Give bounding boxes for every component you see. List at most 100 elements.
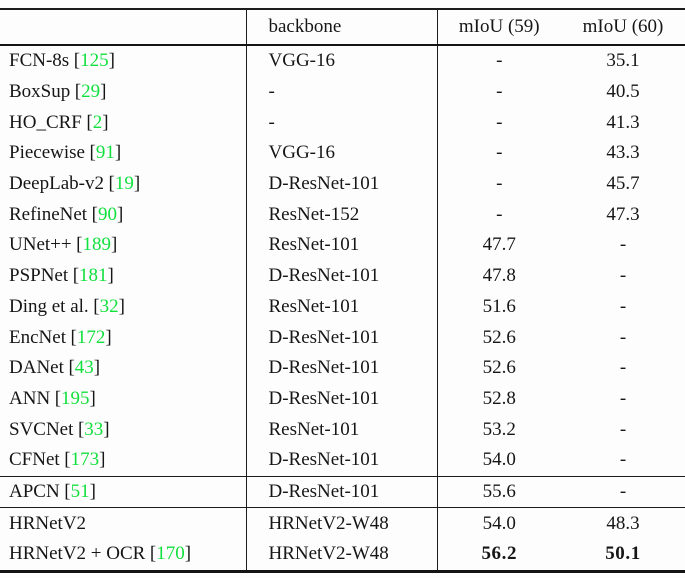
table-row: BoxSup [29] - - 40.5	[0, 76, 685, 108]
miou59-cell: 55.6	[437, 475, 561, 508]
backbone-cell: D-ResNet-101	[246, 475, 438, 508]
method-cell: UNet++ [189]	[0, 230, 247, 261]
citation-number: 19	[114, 173, 134, 195]
method-name: CFNet	[9, 449, 60, 471]
miou-results-table: backbone mIoU (59) mIoU (60) FCN-8s [125]…	[0, 8, 685, 573]
citation-number: 125	[80, 50, 109, 72]
miou59-cell: 47.8	[482, 265, 516, 287]
miou60-cell: -	[561, 475, 685, 508]
bracket-open-text: [	[74, 81, 82, 103]
method-cell: DANet [43]	[0, 352, 247, 384]
header-miou-60: mIoU (60)	[561, 9, 685, 46]
bracket-close-text: ]	[107, 265, 114, 287]
citation-number: 195	[61, 387, 90, 409]
citation: [91]	[90, 142, 122, 163]
backbone-cell: -	[246, 76, 438, 108]
method-name: HRNetV2	[9, 512, 87, 534]
citation-number: 29	[81, 81, 101, 103]
citation-number: 173	[70, 449, 100, 471]
citation-number: 43	[74, 357, 94, 379]
method-name: HRNetV2 + OCR	[9, 543, 146, 565]
method-name: FCN-8s	[9, 50, 70, 72]
method-cell: Ding et al. [32]	[0, 291, 247, 323]
miou60-cell: -	[619, 295, 627, 317]
bracket-open-text: [	[70, 326, 77, 348]
citation: [172]	[71, 327, 112, 348]
bracket-open-text: [	[64, 449, 71, 471]
miou59-cell: 47.7	[482, 234, 516, 256]
miou59-cell: 54.0	[437, 507, 561, 539]
citation-number: 33	[84, 418, 104, 440]
bracket-close-text: ]	[100, 81, 107, 103]
method-cell: ANN [195]	[0, 383, 247, 415]
method-name: SVCNet	[9, 418, 74, 440]
backbone-cell: ResNet-101	[246, 414, 438, 445]
method-cell: Piecewise [91]	[0, 138, 247, 169]
method-name: ANN	[9, 387, 51, 409]
section-apcn: APCN [51] D-ResNet-101 55.6 -	[0, 475, 685, 508]
miou59-cell: 52.8	[482, 387, 516, 409]
miou59-cell: -	[496, 81, 503, 103]
method-name: BoxSup	[9, 81, 71, 103]
backbone-cell: -	[246, 107, 438, 139]
citation: [29]	[75, 81, 107, 102]
table-row: EncNet [172] D-ResNet-101 52.6 -	[0, 322, 685, 353]
miou59-cell: -	[496, 203, 503, 225]
citation: [181]	[73, 265, 114, 286]
bracket-close-text: ]	[184, 543, 192, 565]
table-row: APCN [51] D-ResNet-101 55.6 -	[0, 475, 685, 508]
miou59-cell: -	[496, 50, 503, 72]
table-row: PSPNet [181] D-ResNet-101 47.8 -	[0, 260, 685, 292]
method-cell: RefineNet [90]	[0, 199, 247, 231]
citation-number: 181	[79, 265, 108, 287]
method-cell: APCN [51]	[0, 475, 247, 508]
miou60-cell: -	[619, 326, 627, 348]
method-name: APCN	[9, 480, 60, 502]
citation: [189]	[76, 234, 117, 255]
table-row: DANet [43] D-ResNet-101 52.6 -	[0, 352, 685, 384]
citation-number: 51	[70, 480, 90, 502]
bracket-open-text: [	[73, 50, 81, 72]
miou60-cell: 50.1	[605, 543, 641, 565]
bracket-open-text: [	[68, 357, 75, 379]
table-row: ANN [195] D-ResNet-101 52.8 -	[0, 383, 685, 415]
bracket-open-text: [	[149, 543, 157, 565]
miou59-cell: 54.0	[482, 449, 516, 471]
citation: [19]	[109, 173, 141, 194]
bracket-open-text: [	[93, 295, 100, 317]
backbone-cell: D-ResNet-101	[246, 322, 438, 353]
citation: [125]	[74, 50, 115, 71]
bracket-open-text: [	[89, 142, 96, 164]
miou59-cell: 52.6	[482, 326, 516, 348]
section-hrnet: HRNetV2 HRNetV2-W48 54.0 48.3 HRNetV2 + …	[0, 507, 685, 572]
method-name: UNet++	[9, 234, 72, 256]
header-method-empty	[0, 9, 247, 46]
citation-number: 170	[156, 543, 185, 565]
miou60-cell: 48.3	[561, 507, 685, 539]
bracket-close-text: ]	[89, 480, 96, 502]
backbone-cell: VGG-16	[246, 138, 438, 169]
bracket-close-text: ]	[116, 203, 124, 225]
method-name: EncNet	[9, 326, 66, 348]
table-row: CFNet [173] D-ResNet-101 54.0 -	[0, 444, 685, 477]
table-row: HO_CRF [2] - - 41.3	[0, 107, 685, 139]
header-miou-59: mIoU (59)	[437, 9, 561, 46]
miou59-cell: 56.2	[481, 543, 518, 565]
miou60-cell: -	[619, 449, 627, 471]
method-cell: PSPNet [181]	[0, 260, 247, 292]
table-row: Ding et al. [32] ResNet-101 51.6 -	[0, 291, 685, 323]
backbone-cell: D-ResNet-101	[246, 352, 438, 384]
miou60-cell: 47.3	[606, 203, 640, 225]
bracket-open-text: [	[64, 480, 71, 502]
method-name: DANet	[9, 357, 64, 379]
method-cell: EncNet [172]	[0, 322, 247, 353]
header-row: backbone mIoU (59) mIoU (60)	[0, 9, 685, 46]
bracket-close-text: ]	[110, 234, 118, 256]
bracket-open-text: [	[77, 418, 85, 440]
section-prior-methods: FCN-8s [125] VGG-16 - 35.1 BoxSup [29] - -…	[0, 45, 685, 477]
method-cell: HO_CRF [2]	[0, 107, 247, 139]
method-name: PSPNet	[9, 265, 69, 287]
citation: [170]	[150, 543, 191, 564]
bracket-close-text: ]	[103, 418, 110, 440]
method-cell: DeepLab-v2 [19]	[0, 168, 247, 200]
